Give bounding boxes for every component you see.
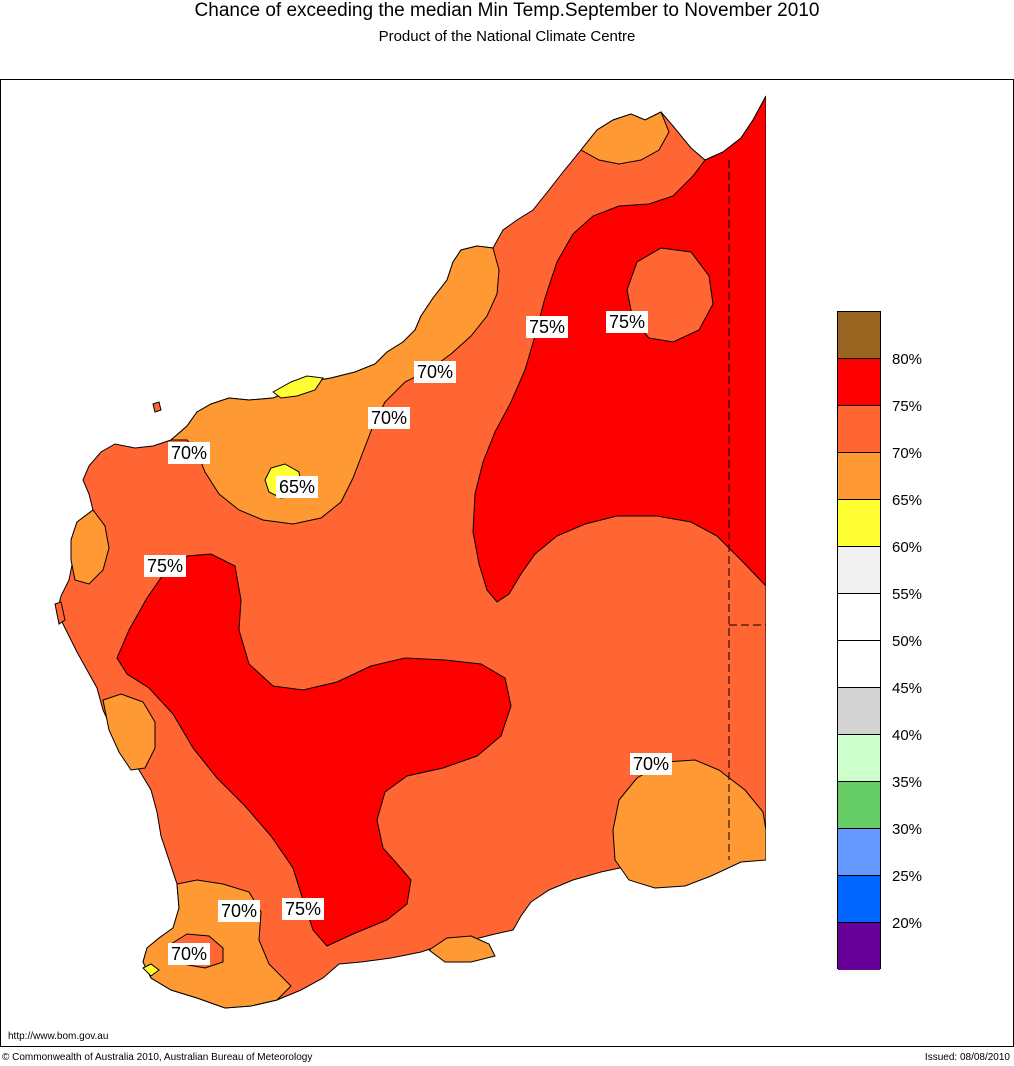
legend-swatch bbox=[838, 547, 880, 594]
contour-label: 70% bbox=[414, 361, 457, 383]
legend-swatch bbox=[838, 312, 880, 359]
legend-swatch bbox=[838, 500, 880, 547]
legend-swatch bbox=[838, 406, 880, 453]
contour-label: 75% bbox=[526, 316, 569, 338]
legend-swatch bbox=[838, 594, 880, 641]
legend-swatch bbox=[838, 923, 880, 970]
legend-tick-label: 70% bbox=[892, 445, 923, 462]
map-canvas bbox=[54, 95, 766, 1009]
contour-label: 70% bbox=[168, 442, 211, 464]
legend-tick-label: 20% bbox=[892, 915, 923, 932]
legend-tick-label: 80% bbox=[892, 351, 923, 368]
page-subtitle: Product of the National Climate Centre bbox=[378, 28, 636, 45]
issued-date: Issued: 08/08/2010 bbox=[924, 1052, 1010, 1063]
source-url: http://www.bom.gov.au bbox=[8, 1031, 109, 1042]
island-dirk-hartog bbox=[54, 601, 66, 625]
legend-swatch bbox=[838, 876, 880, 923]
legend-swatch bbox=[838, 453, 880, 500]
state-border-line bbox=[728, 160, 766, 860]
legend-panel bbox=[766, 80, 1013, 1046]
legend-tick-label: 35% bbox=[892, 774, 923, 791]
legend-swatch bbox=[838, 359, 880, 406]
band-60-65-cape-leeuwin bbox=[142, 963, 160, 977]
legend-tick-label: 45% bbox=[892, 680, 923, 697]
legend-tick-label: 25% bbox=[892, 868, 923, 885]
band-65-70-south-coast bbox=[428, 935, 496, 963]
band-65-70-northwest-coast bbox=[169, 245, 500, 525]
contour-label: 70% bbox=[218, 900, 261, 922]
contour-label: 75% bbox=[144, 555, 187, 577]
legend-swatch bbox=[838, 688, 880, 735]
contour-label: 70% bbox=[168, 943, 211, 965]
band-75-80-northeast bbox=[472, 95, 766, 603]
band-65-70-north-cape bbox=[580, 111, 670, 165]
legend-swatch bbox=[838, 641, 880, 688]
contour-label: 75% bbox=[282, 898, 325, 920]
band-60-65-pilbara-coast bbox=[272, 375, 324, 399]
legend-swatch bbox=[838, 829, 880, 876]
contour-label: 75% bbox=[606, 311, 649, 333]
legend-tick-label: 65% bbox=[892, 492, 923, 509]
legend-color-bar bbox=[837, 311, 881, 970]
band-65-70-midwest bbox=[102, 693, 156, 771]
legend-tick-label: 75% bbox=[892, 398, 923, 415]
band-65-70-west-coast bbox=[70, 509, 110, 585]
contour-label: 70% bbox=[368, 407, 411, 429]
contour-label: 65% bbox=[276, 476, 319, 498]
band-75-80-central-west bbox=[116, 553, 512, 947]
legend-tick-label: 55% bbox=[892, 586, 923, 603]
legend-tick-label: 50% bbox=[892, 633, 923, 650]
legend-tick-label: 60% bbox=[892, 539, 923, 556]
legend-swatch bbox=[838, 782, 880, 829]
page-title: Chance of exceeding the median Min Temp.… bbox=[194, 0, 820, 21]
copyright-notice: © Commonwealth of Australia 2010, Austra… bbox=[2, 1052, 313, 1063]
contour-label: 70% bbox=[630, 753, 673, 775]
legend-tick-label: 40% bbox=[892, 727, 923, 744]
legend-tick-label: 30% bbox=[892, 821, 923, 838]
island-barrow bbox=[152, 401, 162, 413]
legend-swatch bbox=[838, 735, 880, 782]
